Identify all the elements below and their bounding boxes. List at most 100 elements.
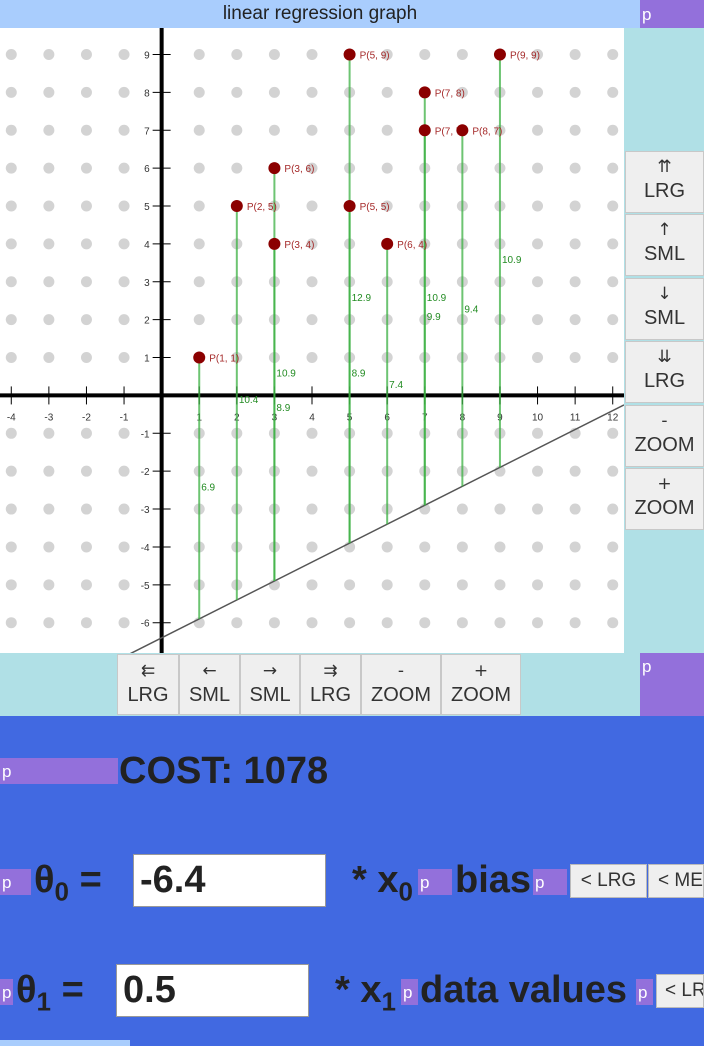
grid-dot [193, 314, 205, 326]
residual-label: 10.4 [239, 395, 259, 406]
y-tick-label: 5 [144, 202, 150, 213]
residual-label: 7.4 [389, 380, 403, 391]
grid-dot [569, 314, 581, 326]
grid-dot [419, 541, 431, 553]
grid-dot [419, 617, 431, 629]
grid-dot [532, 276, 544, 288]
grid-dot [306, 238, 318, 250]
grid-dot [5, 124, 17, 136]
bottom-edge-bar [0, 1040, 130, 1046]
residual-label: 8.9 [276, 403, 290, 414]
grid-dot [43, 276, 55, 288]
x-tick-label: -1 [120, 412, 129, 423]
x-tick-label: 12 [607, 412, 619, 423]
grid-dot [607, 200, 619, 212]
regression-graph[interactable]: -4-3-2-1123456789101112987654321-1-2-3-4… [0, 28, 624, 653]
grid-dot [118, 86, 130, 98]
zoom-in-y-button-label: ZOOM [634, 497, 695, 519]
grid-dot [306, 352, 318, 364]
grid-dot [5, 352, 17, 364]
data-points: P(1, 1) P(2, 5) P(3, 6) P(3, 4) P(5, 9) P(5, … [193, 48, 540, 365]
theta0-desc: bias [455, 859, 532, 901]
pan-up-small-button[interactable]: ↑ SML [625, 214, 704, 276]
grid-dot [193, 162, 205, 174]
grid-dot [607, 276, 619, 288]
grid-dot [456, 579, 468, 591]
grid-dot [43, 314, 55, 326]
grid-dot [456, 49, 468, 61]
grid-dot [5, 503, 17, 515]
grid-dot [607, 427, 619, 439]
grid-dot [569, 276, 581, 288]
theta0-times-x0: * x0 [352, 859, 413, 907]
zoom-out-y-button[interactable]: - ZOOM [625, 405, 704, 467]
data-point [343, 48, 356, 61]
zoom-out-x-button-icon: - [397, 661, 405, 681]
grid-dot [43, 86, 55, 98]
theta1-input[interactable] [116, 964, 309, 1017]
y-tick-label: 9 [144, 51, 150, 62]
grid-dot [532, 427, 544, 439]
theta0-decrease-large-button[interactable]: < LRG [570, 864, 647, 898]
grid-dot [80, 465, 92, 477]
pan-down-large-button-icon: ⇊ [657, 347, 672, 367]
theta0-input[interactable] [133, 854, 326, 907]
grid-dot [306, 86, 318, 98]
grid-dot [118, 465, 130, 477]
pan-right-small-button[interactable]: → SML [240, 654, 300, 715]
pan-left-small-button[interactable]: ← SML [179, 654, 240, 715]
data-point-label: P(7, 7) [435, 126, 465, 137]
grid-dot [569, 49, 581, 61]
theta1-decrease-large-button[interactable]: < LRG [656, 974, 704, 1008]
zoom-out-x-button[interactable]: - ZOOM [361, 654, 441, 715]
grid-dot [5, 314, 17, 326]
grid-dot [5, 200, 17, 212]
grid-dot [419, 49, 431, 61]
grid-dot [569, 541, 581, 553]
grid-dot [607, 314, 619, 326]
grid-dot [569, 465, 581, 477]
theta1-tag: p [0, 979, 13, 1005]
theta0-tag-2: p [418, 869, 452, 895]
theta1-tag-3: p [636, 979, 653, 1005]
grid-dot [306, 465, 318, 477]
grid-dot [607, 352, 619, 364]
zoom-in-x-button[interactable]: + ZOOM [441, 654, 521, 715]
data-point-label: P(3, 6) [284, 164, 314, 175]
data-point-label: P(3, 4) [284, 240, 314, 251]
pan-left-large-button-icon: ⇇ [140, 661, 156, 681]
grid-dot [231, 124, 243, 136]
grid-dot [5, 541, 17, 553]
grid-dot [80, 162, 92, 174]
y-tick-label: 4 [144, 240, 150, 251]
grid-dot [532, 503, 544, 515]
pan-down-large-button[interactable]: ⇊ LRG [625, 341, 704, 403]
data-point [230, 200, 243, 213]
grid-dot [381, 124, 393, 136]
regression-line [129, 404, 624, 653]
theta0-decrease-medium-button[interactable]: < MED [648, 864, 704, 898]
y-tick-label: -2 [141, 467, 150, 478]
y-tick-label: 6 [144, 164, 150, 175]
pan-left-large-button[interactable]: ⇇ LRG [117, 654, 179, 715]
grid-dot [118, 427, 130, 439]
grid-dot [532, 200, 544, 212]
pan-right-large-button[interactable]: ⇉ LRG [300, 654, 361, 715]
pan-up-small-button-icon: ↑ [657, 220, 672, 240]
pan-down-small-button[interactable]: ↓ SML [625, 278, 704, 340]
zoom-in-y-button[interactable]: + ZOOM [625, 468, 704, 530]
grid-dot [80, 427, 92, 439]
grid-dot [532, 86, 544, 98]
residual-label: 10.9 [427, 293, 447, 304]
pan-up-large-button[interactable]: ⇈ LRG [625, 151, 704, 213]
pan-up-large-button-icon: ⇈ [657, 157, 672, 177]
grid-dot [569, 162, 581, 174]
data-point-label: P(6, 4) [397, 240, 427, 251]
zoom-in-x-button-icon: + [473, 661, 489, 681]
y-tick-label: -1 [141, 429, 150, 440]
grid-dot [607, 86, 619, 98]
grid-dot [118, 314, 130, 326]
grid-dot [607, 49, 619, 61]
pan-down-small-button-label: SML [643, 307, 686, 329]
grid-dot [43, 352, 55, 364]
